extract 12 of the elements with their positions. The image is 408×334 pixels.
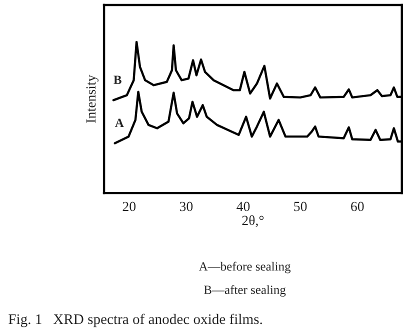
x-tick-label: 50: [294, 202, 307, 212]
x-axis-title: 2θ,°: [242, 215, 264, 228]
x-tick-label: 40: [236, 202, 250, 212]
series-label: B: [114, 76, 122, 84]
text: B—after sealing: [204, 285, 286, 297]
text: Fig. 1 XRD spectra of anodec oxide films.: [8, 314, 262, 328]
series-label: A: [115, 118, 124, 127]
y-axis-title: Intensity: [86, 74, 98, 123]
text: A—before sealing: [198, 262, 291, 274]
x-tick-label: 20: [122, 202, 136, 212]
x-tick-label: 60: [351, 202, 364, 212]
x-tick-label: 30: [180, 202, 193, 212]
